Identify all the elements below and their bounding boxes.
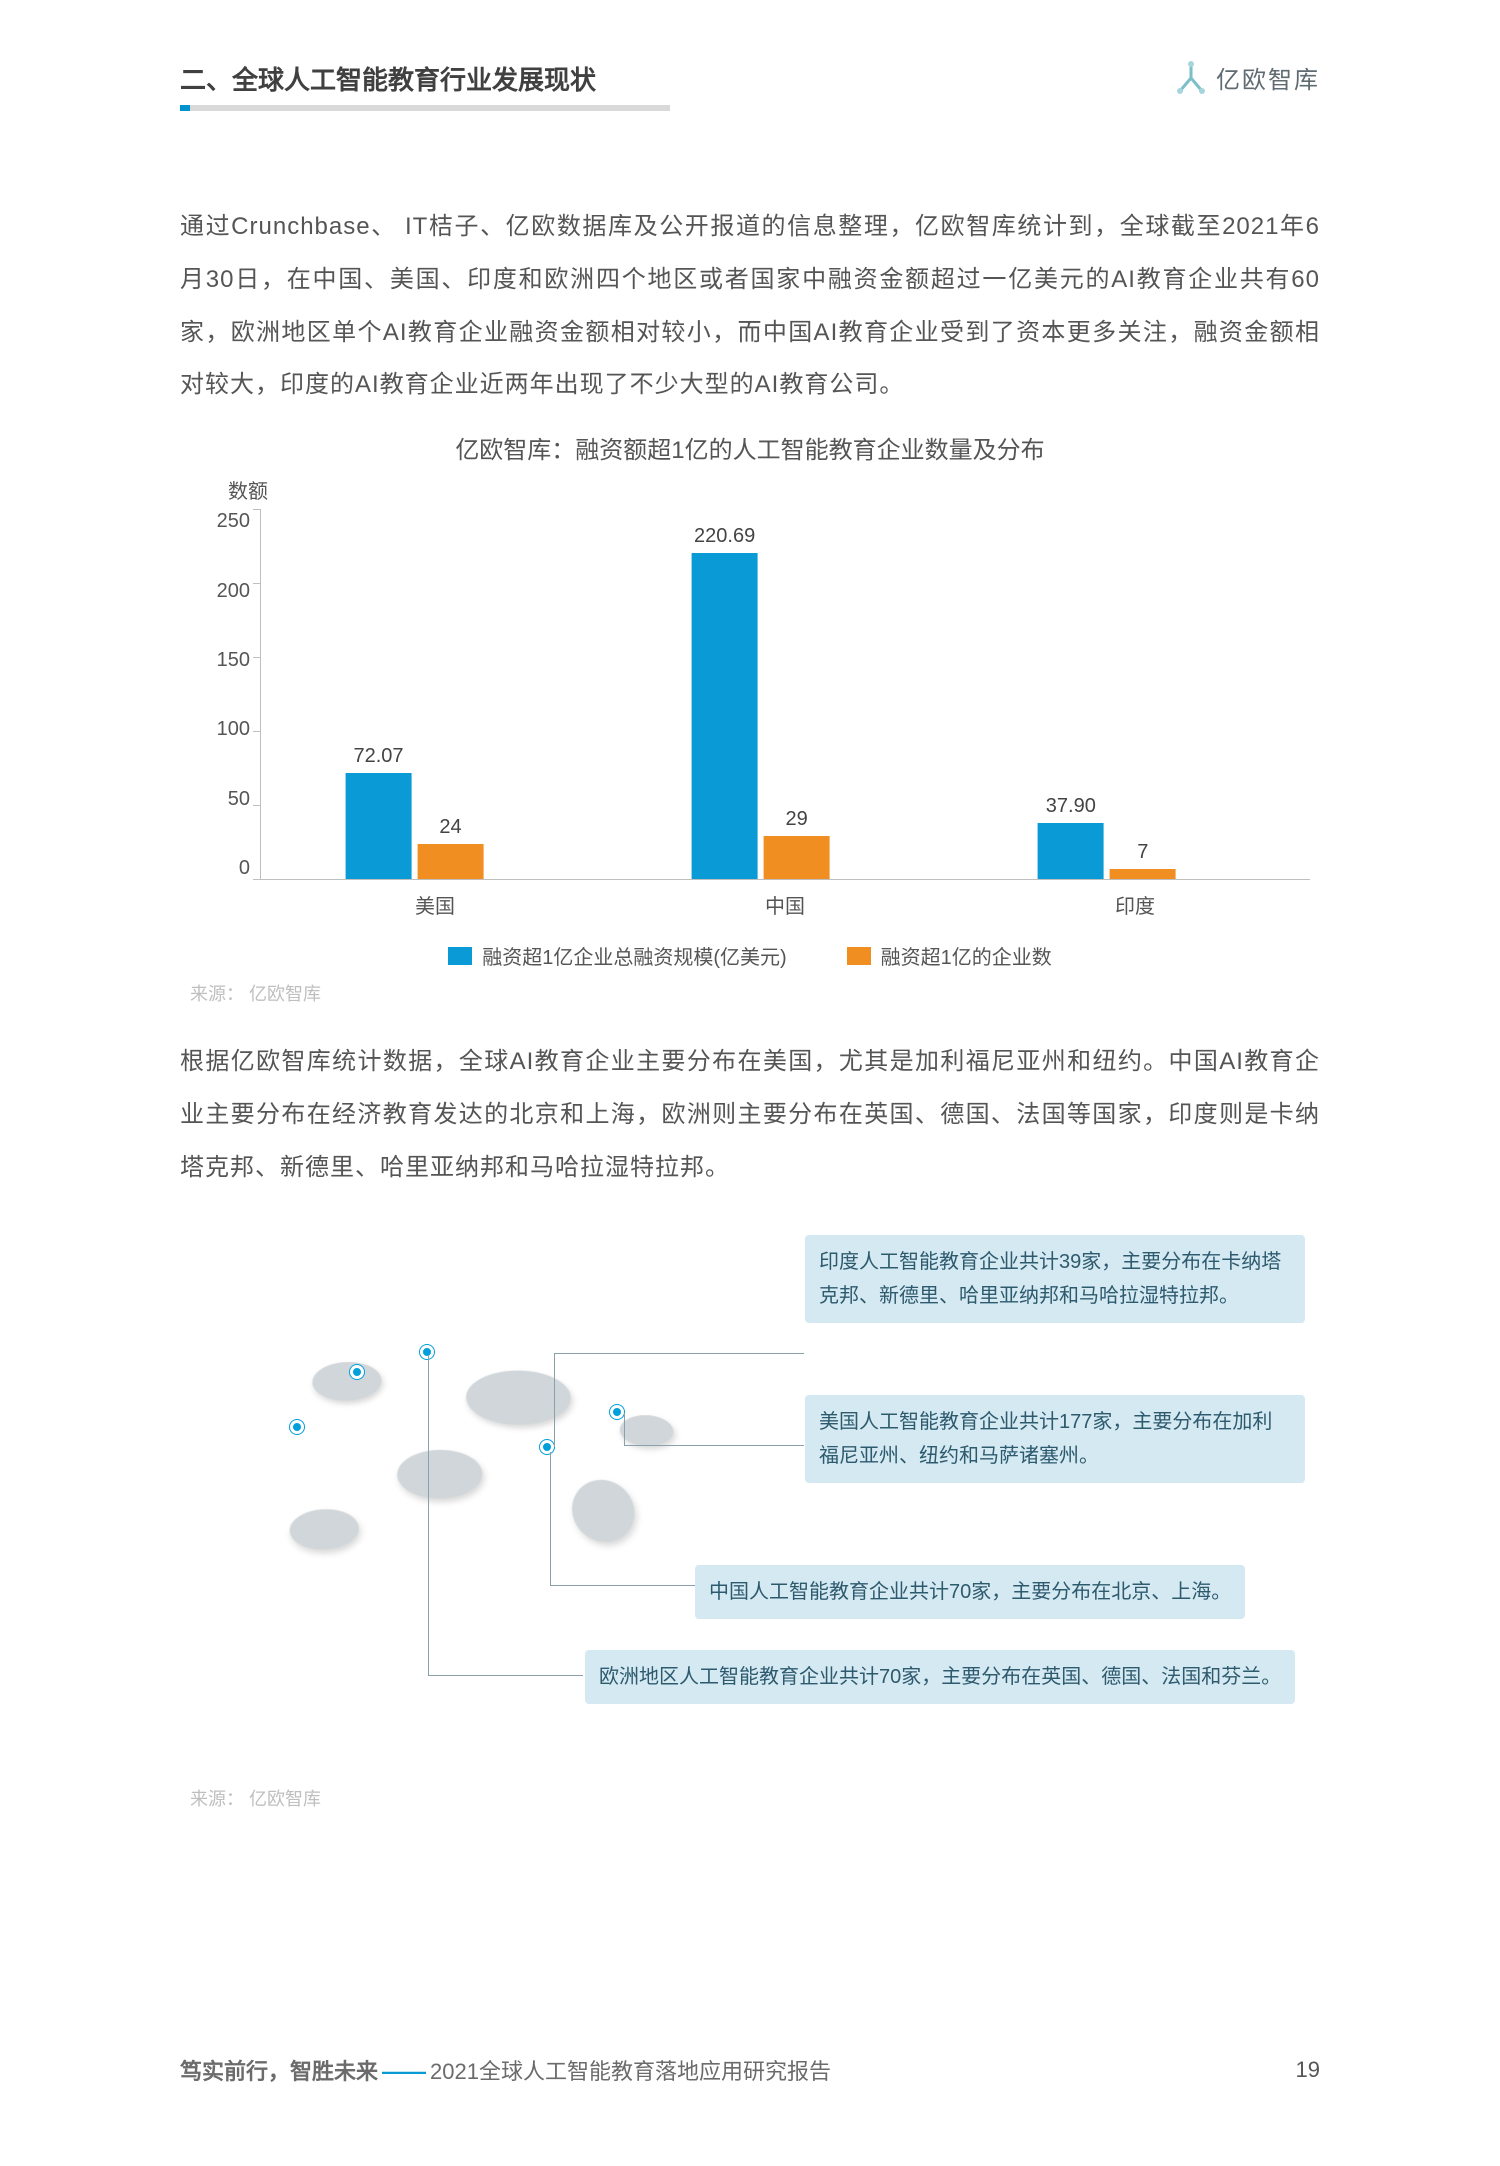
legend-swatch-1 [448,947,472,965]
x-axis: 美国中国印度 [260,880,1310,919]
section-title: 二、全球人工智能教育行业发展现状 [180,60,670,97]
map-dot-europe [420,1345,434,1359]
chart-legend: 融资超1亿企业总融资规模(亿美元) 融资超1亿的企业数 [190,941,1310,970]
world-map-infographic: 印度人工智能教育企业共计39家，主要分布在卡纳塔克邦、新德里、哈里亚纳邦和马哈拉… [180,1235,1320,1775]
page-header: 二、全球人工智能教育行业发展现状 亿欧智库 [180,60,1320,111]
paragraph-1: 通过Crunchbase、 IT桔子、亿欧数据库及公开报道的信息整理，亿欧智库统… [180,201,1320,412]
connector-line [428,1355,429,1675]
chart-title: 亿欧智库：融资额超1亿的人工智能教育企业数量及分布 [180,430,1320,465]
connector-line [428,1675,583,1676]
page-number: 19 [1296,2057,1320,2083]
logo-icon [1174,61,1208,95]
map-dot-china [610,1405,624,1419]
section-underline [180,105,670,111]
connector-line [624,1413,625,1445]
callout-china: 中国人工智能教育企业共计70家，主要分布在北京、上海。 [695,1565,1245,1619]
plot-area: 72.0724220.692937.907 [260,510,1310,880]
paragraph-2: 根据亿欧智库统计数据，全球AI教育企业主要分布在美国，尤其是加利福尼亚州和纽约。… [180,1036,1320,1194]
legend-item-1: 融资超1亿企业总融资规模(亿美元) [448,941,786,970]
callout-india: 印度人工智能教育企业共计39家，主要分布在卡纳塔克邦、新德里、哈里亚纳邦和马哈拉… [805,1235,1305,1323]
y-axis: 250200150100500 [190,510,260,880]
footer-bold: 笃实前行，智胜未来 [180,2059,378,2084]
connector-line [554,1353,555,1447]
map-source: 来源： 亿欧智库 [190,1785,1320,1811]
brand-logo: 亿欧智库 [1174,60,1320,95]
connector-line [550,1452,551,1585]
logo-text: 亿欧智库 [1216,60,1320,95]
footer-separator: —— [382,2059,426,2084]
bar-chart: 数额 250200150100500 72.0724220.692937.907… [190,475,1310,970]
section-title-block: 二、全球人工智能教育行业发展现状 [180,60,670,111]
connector-line [624,1445,804,1446]
page-footer: 笃实前行，智胜未来——2021全球人工智能教育落地应用研究报告 19 [180,2054,1320,2086]
map-dot-india [540,1440,554,1454]
callout-usa: 美国人工智能教育企业共计177家，主要分布在加利福尼亚州、纽约和马萨诸塞州。 [805,1395,1305,1483]
legend-label-1: 融资超1亿企业总融资规模(亿美元) [482,941,786,970]
y-axis-label: 数额 [228,475,1310,504]
legend-swatch-2 [847,947,871,965]
legend-item-2: 融资超1亿的企业数 [847,941,1052,970]
chart-source: 来源： 亿欧智库 [190,980,1320,1006]
callout-europe: 欧洲地区人工智能教育企业共计70家，主要分布在英国、德国、法国和芬兰。 [585,1650,1295,1704]
legend-label-2: 融资超1亿的企业数 [881,941,1052,970]
map-graphic [196,1334,763,1619]
footer-subtitle: 2021全球人工智能教育落地应用研究报告 [430,2059,831,2084]
connector-line [554,1353,804,1354]
map-dot-europe2 [350,1365,364,1379]
footer-title: 笃实前行，智胜未来——2021全球人工智能教育落地应用研究报告 [180,2054,831,2086]
map-dot-usa [290,1420,304,1434]
connector-line [550,1585,695,1586]
